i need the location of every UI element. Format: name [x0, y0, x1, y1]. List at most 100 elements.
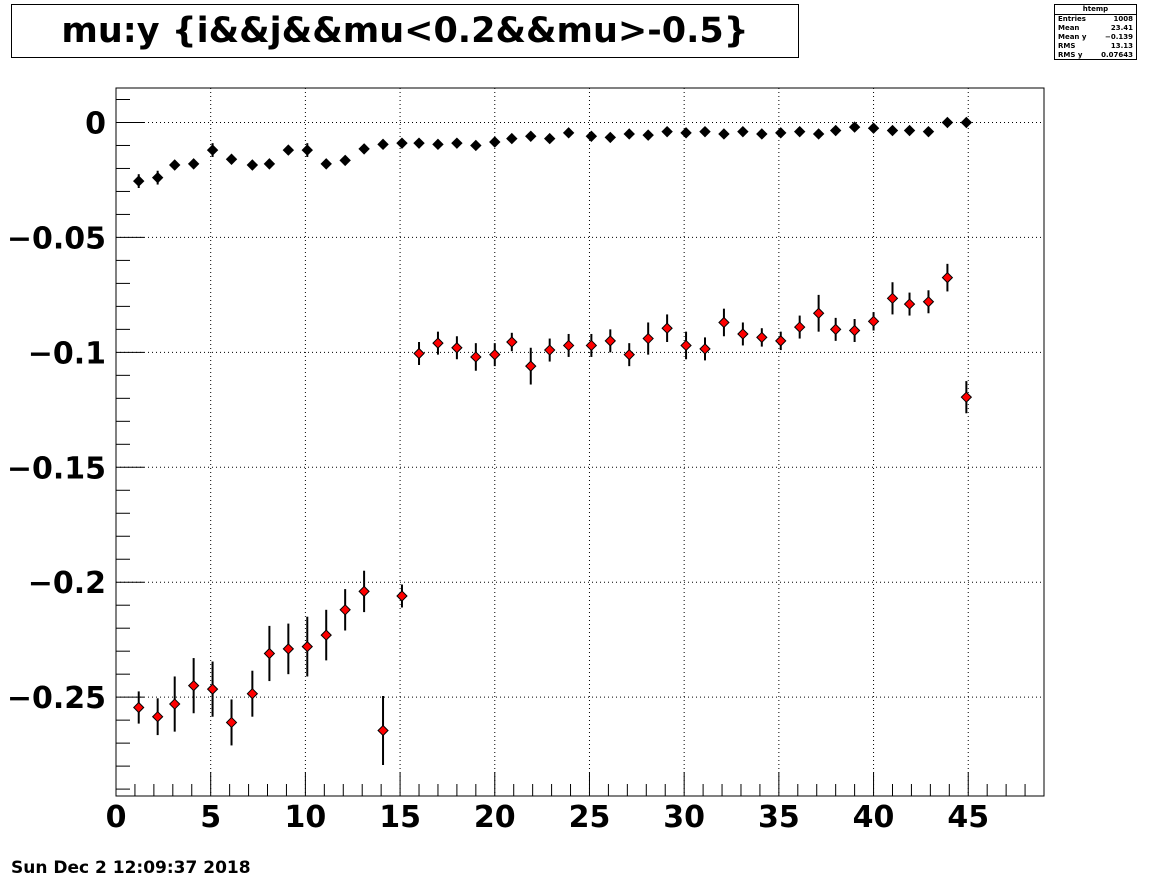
x-tick-label: 20	[474, 800, 516, 835]
data-point-red	[339, 604, 351, 616]
data-point-black	[320, 158, 332, 170]
data-point-red	[432, 337, 444, 349]
data-point-red	[680, 339, 692, 352]
data-point-red	[470, 351, 482, 363]
data-point-black	[562, 127, 575, 139]
data-point-black	[225, 153, 238, 165]
y-tick-label: −0.05	[7, 221, 106, 256]
data-point-red	[187, 679, 200, 692]
stats-label: RMS y	[1058, 51, 1083, 59]
stats-label: Mean y	[1058, 33, 1087, 41]
data-point-black	[756, 128, 768, 140]
data-point-red	[922, 296, 935, 308]
data-point-black	[775, 127, 787, 139]
data-point-red	[737, 328, 749, 340]
data-point-red	[903, 298, 916, 310]
stats-value: 1008	[1113, 15, 1133, 23]
data-point-black	[396, 137, 408, 149]
data-point-black	[922, 125, 935, 138]
data-point-red	[941, 271, 954, 284]
data-point-red	[775, 335, 787, 347]
stats-box: htemp Entries 1008 Mean 23.41 Mean y −0.…	[1054, 4, 1137, 60]
x-tick-label: 30	[663, 800, 705, 835]
stats-value: 23.41	[1110, 24, 1133, 32]
title-box: mu:y {i&&j&&mu<0.2&&mu>-0.5}	[11, 4, 799, 58]
stats-row: RMS 13.13	[1055, 42, 1136, 51]
data-point-red	[812, 307, 825, 319]
stats-value: 0.07643	[1101, 51, 1133, 59]
data-point-black	[699, 125, 711, 138]
data-point-black	[737, 125, 749, 138]
stats-value: −0.139	[1104, 33, 1133, 41]
data-point-red	[282, 643, 295, 655]
x-tick-label: 5	[200, 800, 221, 835]
data-point-black	[525, 130, 537, 142]
data-point-red	[377, 724, 389, 737]
data-point-red	[543, 344, 556, 356]
data-point-black	[604, 131, 617, 144]
data-point-red	[562, 339, 575, 352]
stats-label: Mean	[1058, 24, 1080, 32]
data-point-black	[489, 136, 501, 148]
y-tick-label: −0.25	[7, 681, 106, 716]
data-point-red	[867, 315, 880, 328]
stats-row: Mean y −0.139	[1055, 33, 1136, 42]
data-point-black	[661, 125, 673, 138]
data-point-red	[169, 698, 181, 710]
data-point-black	[680, 127, 692, 139]
data-point-red	[263, 647, 276, 660]
data-point-red	[829, 323, 842, 336]
data-point-black	[263, 158, 276, 170]
chart-title: mu:y {i&&j&&mu<0.2&&mu>-0.5}	[61, 11, 749, 51]
data-point-black	[543, 132, 556, 145]
data-point-red	[623, 348, 635, 361]
data-point-black	[960, 116, 973, 129]
data-point-black	[812, 128, 825, 140]
stats-value: 13.13	[1110, 42, 1133, 50]
data-point-black	[886, 124, 899, 137]
data-point-black	[432, 138, 444, 151]
data-point-red	[320, 629, 332, 641]
data-point-red	[506, 336, 518, 348]
data-point-black	[793, 125, 806, 138]
data-point-red	[525, 360, 537, 372]
stats-name: htemp	[1055, 5, 1136, 15]
data-point-black	[377, 138, 389, 151]
x-tick-label: 0	[106, 800, 127, 835]
footer-date: Sun Dec 2 12:09:37 2018	[11, 858, 251, 878]
data-point-red	[413, 347, 425, 360]
data-point-black	[718, 128, 730, 140]
data-point-red	[718, 316, 730, 329]
data-point-black	[413, 137, 425, 149]
data-point-red	[489, 348, 501, 361]
stats-label: Entries	[1058, 15, 1086, 23]
data-point-red	[225, 716, 238, 729]
data-point-black	[301, 144, 313, 156]
data-point-black	[451, 137, 463, 149]
x-tick-label: 25	[569, 800, 611, 835]
data-point-black	[339, 154, 351, 167]
data-point-red	[848, 324, 861, 337]
data-point-red	[151, 710, 164, 723]
x-tick-label: 40	[853, 800, 895, 835]
data-point-red	[756, 331, 768, 344]
data-point-black	[642, 129, 654, 141]
x-tick-label: 35	[758, 800, 800, 835]
data-point-red	[206, 683, 219, 695]
data-point-black	[187, 158, 200, 170]
y-tick-label: −0.1	[28, 336, 106, 371]
stats-label: RMS	[1058, 42, 1076, 50]
data-point-red	[358, 585, 370, 598]
plot-background	[116, 88, 1044, 796]
data-point-black	[848, 121, 861, 133]
stats-row: Entries 1008	[1055, 15, 1136, 24]
data-point-black	[829, 124, 842, 137]
data-point-black	[151, 171, 164, 184]
data-point-red	[661, 322, 673, 334]
data-point-red	[604, 335, 617, 347]
plot-frame	[115, 87, 1045, 797]
data-point-red	[886, 292, 899, 305]
x-tick-label: 10	[285, 800, 327, 835]
data-point-red	[133, 701, 145, 714]
data-point-black	[282, 144, 295, 156]
